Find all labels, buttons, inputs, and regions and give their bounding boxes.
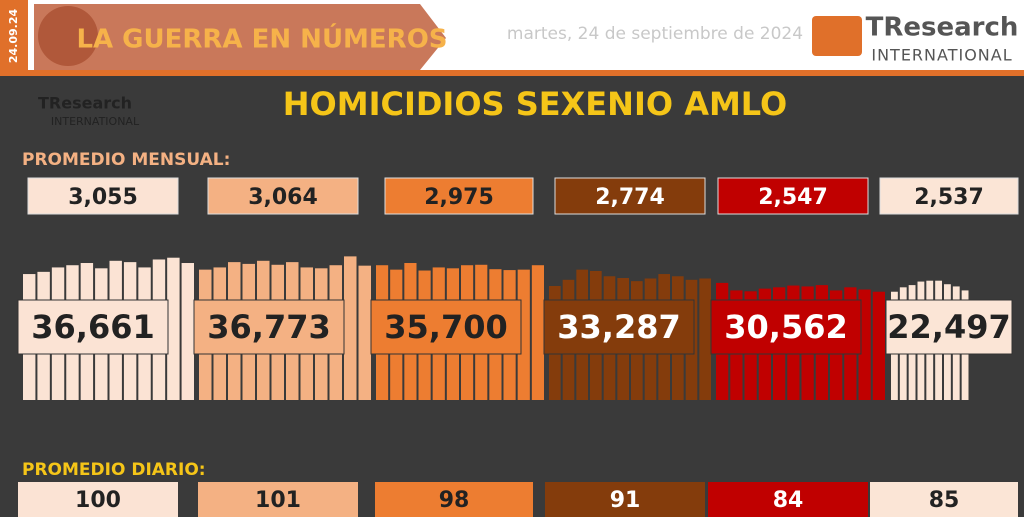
month-bar	[531, 265, 544, 400]
monthly-box	[717, 177, 869, 215]
monthly-avg: 2,975	[424, 185, 494, 210]
logo-icon	[812, 16, 862, 56]
daily-label: PROMEDIO DIARIO:	[22, 460, 206, 480]
main-title: HOMICIDIOS SEXENIO AMLO	[283, 85, 788, 123]
month-bar	[699, 278, 711, 400]
daily-box	[545, 482, 705, 517]
daily-box	[375, 482, 533, 517]
month-bar	[167, 257, 180, 400]
content: 3,055 36,661 100 3,064 36,773 101 2,975 35,700 9…	[17, 177, 1019, 517]
daily-avg: 98	[439, 488, 470, 513]
month-bar	[872, 291, 885, 400]
side-strip	[0, 0, 28, 72]
section-title: LA GUERRA EN NÚMEROS	[76, 23, 447, 55]
year-total: 22,497	[887, 308, 1010, 346]
daily-box	[198, 482, 358, 517]
monthly-box	[27, 177, 179, 215]
total-box	[193, 299, 345, 355]
daily-box	[18, 482, 178, 517]
month-bar	[344, 256, 357, 400]
section-banner	[34, 4, 446, 70]
monthly-label: PROMEDIO MENSUAL:	[22, 150, 230, 170]
monthly-avg: 2,547	[758, 185, 828, 210]
monthly-avg: 2,774	[595, 185, 665, 210]
monthly-box	[879, 177, 1019, 215]
daily-avg: 91	[610, 488, 641, 513]
logo-sub: INTERNATIONAL	[871, 46, 1012, 65]
daily-avg: 84	[773, 488, 804, 513]
year-total: 36,773	[207, 308, 330, 346]
year-total: 36,661	[31, 308, 154, 346]
banner-icon	[38, 6, 98, 66]
total-box	[710, 299, 862, 355]
watermark-main: TResearch	[38, 94, 132, 113]
month-bar	[181, 263, 194, 400]
monthly-avg: 2,537	[914, 185, 984, 210]
monthly-box	[384, 177, 534, 215]
total-box	[885, 299, 1013, 355]
daily-avg: 100	[75, 488, 121, 513]
month-bar	[358, 265, 371, 400]
side-date: 24.09.24	[7, 9, 20, 64]
monthly-avg: 3,064	[248, 185, 318, 210]
logo-main: TResearch	[866, 13, 1019, 43]
monthly-box	[554, 177, 706, 215]
year-total: 33,287	[557, 308, 680, 346]
monthly-avg: 3,055	[68, 185, 138, 210]
header-date: martes, 24 de septiembre de 2024	[507, 24, 803, 44]
daily-box	[708, 482, 868, 517]
watermark-sub: INTERNATIONAL	[51, 115, 140, 128]
total-box	[370, 299, 522, 355]
year-total: 30,562	[724, 308, 847, 346]
monthly-box	[207, 177, 359, 215]
header-rule	[0, 70, 1024, 76]
year-total: 35,700	[384, 308, 507, 346]
month-bar	[858, 289, 871, 400]
daily-avg: 101	[255, 488, 301, 513]
total-box	[17, 299, 169, 355]
daily-box	[870, 482, 1018, 517]
total-box	[543, 299, 695, 355]
daily-avg: 85	[929, 488, 960, 513]
